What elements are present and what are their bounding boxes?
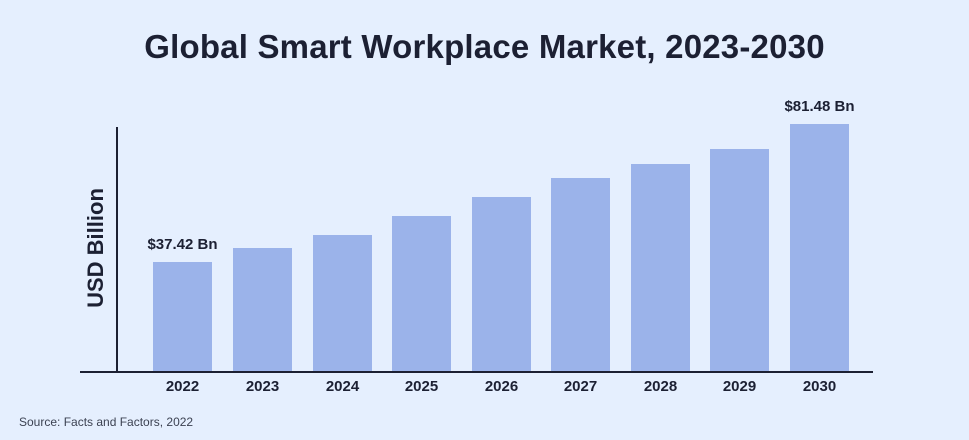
bar-2027 <box>551 178 610 371</box>
x-tick-label: 2024 <box>325 378 360 395</box>
x-tick-label: 2023 <box>245 378 280 395</box>
bar-2030 <box>790 124 849 371</box>
x-tick-label: 2029 <box>722 378 757 395</box>
data-label: $37.42 Bn <box>147 236 218 253</box>
chart-title: Global Smart Workplace Market, 2023-2030 <box>144 28 825 65</box>
x-tick-label: 2022 <box>165 378 200 395</box>
y-axis-line <box>116 127 118 372</box>
bar-2028 <box>631 164 690 371</box>
x-tick-label: 2028 <box>643 378 678 395</box>
bar-2023 <box>233 248 292 371</box>
source-note: Source: Facts and Factors, 2022 <box>19 415 194 429</box>
x-tick-label: 2026 <box>484 378 519 395</box>
bar-2026 <box>472 197 531 371</box>
x-axis-line <box>80 371 873 373</box>
bar-2029 <box>710 149 769 371</box>
x-tick-label: 2025 <box>404 378 439 395</box>
bar-2024 <box>313 235 372 371</box>
y-axis-label: USD Billion <box>83 188 108 308</box>
x-tick-label: 2030 <box>802 378 837 395</box>
bar-2025 <box>392 216 451 371</box>
bar-2022 <box>153 262 212 371</box>
data-label: $81.48 Bn <box>784 98 855 115</box>
x-tick-label: 2027 <box>563 378 598 395</box>
